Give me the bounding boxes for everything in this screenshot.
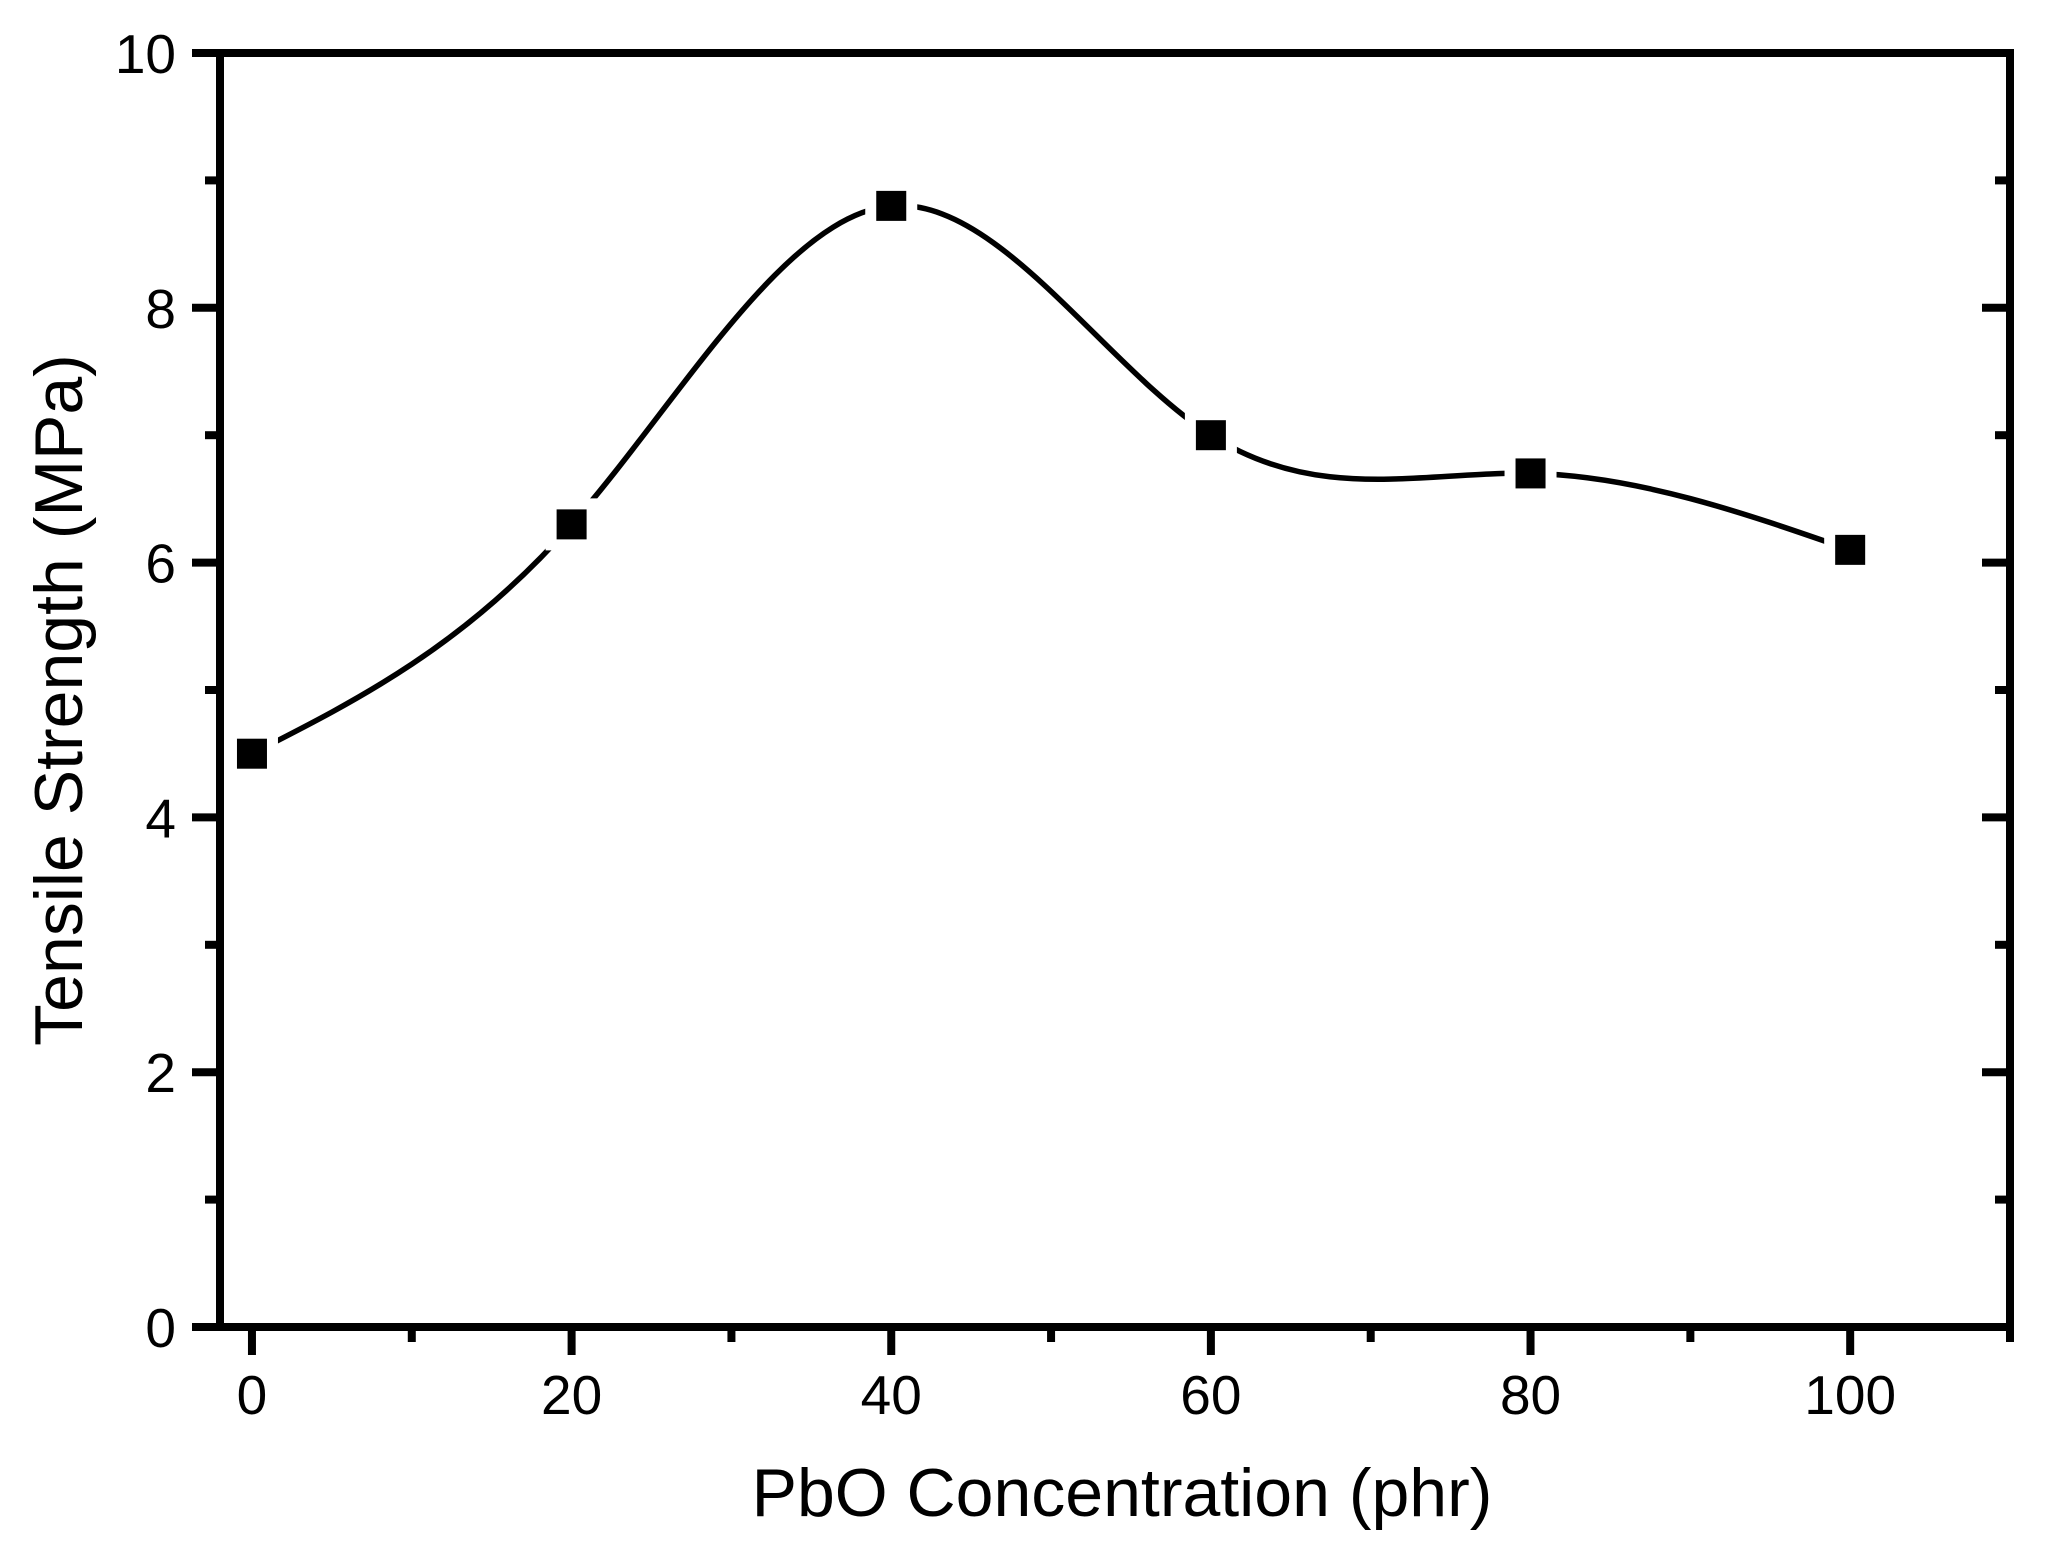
y-axis-title: Tensile Strength (MPa): [21, 354, 97, 1046]
x-tick-labels: 0 20 40 60 80 100: [237, 1364, 1896, 1426]
y-tick-label: 10: [115, 23, 176, 85]
data-point-marker: [236, 738, 267, 769]
data-point-marker: [1195, 420, 1226, 451]
y-tick-label: 6: [145, 533, 176, 595]
data-point-marker: [556, 509, 587, 540]
x-tick-label: 20: [541, 1364, 602, 1426]
x-axis-title: PbO Concentration (phr): [752, 1455, 1493, 1531]
y-tick-labels: 0 2 4 6 8 10: [115, 23, 176, 1359]
plot-frame: [216, 49, 2014, 1331]
series-line: [250, 203, 1852, 757]
x-tick-label: 40: [861, 1364, 922, 1426]
data-point-marker: [1835, 534, 1866, 565]
data-point-marker: [1515, 458, 1546, 489]
y-tick-label: 0: [145, 1297, 176, 1359]
axis-ticks: [192, 49, 2014, 1355]
y-tick-label: 8: [145, 278, 176, 340]
series-tensile-strength: [225, 179, 1877, 780]
x-tick-label: 80: [1500, 1364, 1561, 1426]
x-tick-label: 0: [237, 1364, 268, 1426]
x-tick-label: 100: [1804, 1364, 1896, 1426]
x-tick-label: 60: [1180, 1364, 1241, 1426]
y-tick-label: 4: [145, 787, 176, 849]
y-tick-label: 2: [145, 1042, 176, 1104]
plot-border: [216, 49, 2014, 1331]
data-point-marker: [876, 190, 907, 221]
